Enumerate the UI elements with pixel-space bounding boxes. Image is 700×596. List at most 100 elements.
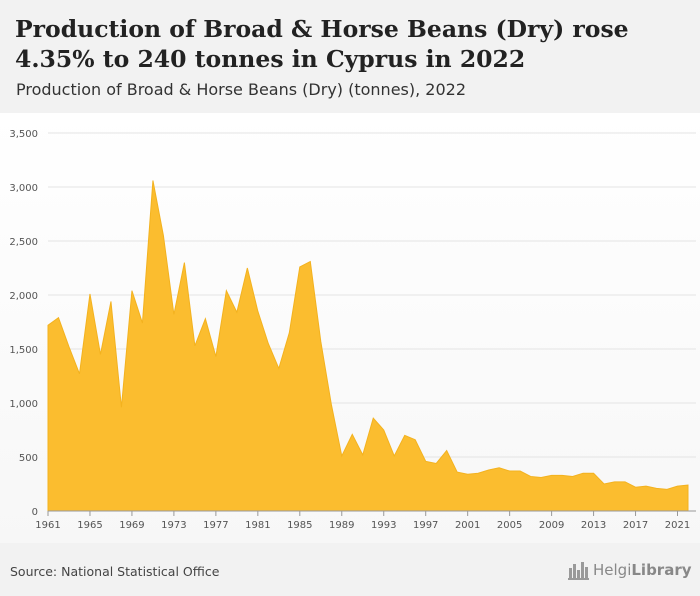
logo-text: HelgiLibrary [593, 561, 692, 579]
data-point[interactable] [108, 298, 114, 304]
data-point[interactable] [412, 437, 418, 443]
header: Production of Broad & Horse Beans (Dry) … [0, 0, 700, 113]
data-point[interactable] [171, 311, 177, 317]
data-point[interactable] [370, 415, 376, 421]
y-tick-label: 1,500 [9, 345, 38, 356]
area-series-fill [47, 180, 689, 512]
data-point[interactable] [87, 291, 93, 297]
data-point[interactable] [160, 233, 166, 239]
data-point[interactable] [444, 448, 450, 454]
data-point[interactable] [360, 452, 366, 458]
data-point[interactable] [307, 259, 313, 265]
x-tick-label: 2021 [665, 520, 690, 531]
data-point[interactable] [286, 330, 292, 336]
area-series [45, 178, 691, 512]
x-tick-label: 2013 [581, 520, 606, 531]
data-point[interactable] [496, 465, 502, 471]
data-point[interactable] [591, 470, 597, 476]
y-tick-label: 1,000 [9, 399, 38, 410]
data-point[interactable] [150, 178, 156, 184]
data-point[interactable] [465, 471, 471, 477]
y-tick-label: 3,000 [9, 183, 38, 194]
data-point[interactable] [486, 467, 492, 473]
data-point[interactable] [181, 260, 187, 266]
data-point[interactable] [454, 469, 460, 475]
logo-text-light: Helgi [593, 561, 632, 579]
data-point[interactable] [507, 468, 513, 474]
data-point[interactable] [66, 344, 72, 350]
x-tick-label: 2009 [539, 520, 564, 531]
y-tick-label: 2,000 [9, 291, 38, 302]
data-point[interactable] [223, 288, 229, 294]
page-title: Production of Broad & Horse Beans (Dry) … [15, 15, 629, 73]
data-point[interactable] [255, 308, 261, 314]
data-point[interactable] [139, 320, 145, 326]
data-point[interactable] [612, 479, 618, 485]
x-tick-label: 1993 [371, 520, 396, 531]
footer: Source: National Statistical Office Helg… [0, 543, 700, 596]
chart-area: 0 500 1,000 1,500 2,000 2,500 3,000 3,500 1961 19… [0, 113, 700, 543]
x-tick-label: 2005 [497, 520, 522, 531]
data-point[interactable] [45, 322, 51, 328]
data-point[interactable] [402, 432, 408, 438]
data-point[interactable] [55, 315, 61, 321]
x-tick-label: 1997 [413, 520, 438, 531]
x-tick-label: 1969 [119, 520, 144, 531]
x-tick-label: 1973 [161, 520, 186, 531]
data-point[interactable] [517, 468, 523, 474]
data-point[interactable] [244, 265, 250, 271]
x-tick-label: 1977 [203, 520, 228, 531]
data-point[interactable] [570, 473, 576, 479]
data-point[interactable] [202, 316, 208, 322]
data-point[interactable] [381, 427, 387, 433]
data-point[interactable] [538, 475, 544, 481]
x-tick-label: 1965 [77, 520, 102, 531]
data-point[interactable] [528, 473, 534, 479]
data-point[interactable] [339, 453, 345, 459]
data-point[interactable] [349, 431, 355, 437]
area-chart: 0 500 1,000 1,500 2,000 2,500 3,000 3,500 1961 19… [9, 129, 696, 531]
data-point[interactable] [580, 470, 586, 476]
y-tick-label: 0 [32, 507, 38, 518]
data-point[interactable] [423, 458, 429, 464]
x-tick-label: 1981 [245, 520, 270, 531]
data-point[interactable] [654, 485, 660, 491]
chart-subtitle: Production of Broad & Horse Beans (Dry) … [16, 80, 467, 99]
data-point[interactable] [391, 453, 397, 459]
data-point[interactable] [276, 365, 282, 371]
logo-text-bold: Library [631, 561, 692, 579]
data-point[interactable] [664, 486, 670, 492]
data-point[interactable] [675, 483, 681, 489]
data-point[interactable] [118, 404, 124, 410]
x-tick-label: 1985 [287, 520, 312, 531]
data-point[interactable] [633, 484, 639, 490]
data-point[interactable] [265, 341, 271, 347]
data-point[interactable] [234, 309, 240, 315]
data-point[interactable] [97, 351, 103, 357]
y-tick-label: 3,500 [9, 129, 38, 140]
x-tick-label: 2001 [455, 520, 480, 531]
data-point[interactable] [559, 472, 565, 478]
data-point[interactable] [76, 371, 82, 377]
data-point[interactable] [297, 264, 303, 270]
data-point[interactable] [129, 288, 135, 294]
x-tick-label: 1989 [329, 520, 354, 531]
data-point[interactable] [318, 338, 324, 344]
data-point[interactable] [549, 472, 555, 478]
data-point[interactable] [601, 481, 607, 487]
data-point[interactable] [643, 483, 649, 489]
skyline-icon [568, 562, 589, 580]
data-point[interactable] [685, 482, 691, 488]
data-point[interactable] [433, 460, 439, 466]
y-tick-label: 2,500 [9, 237, 38, 248]
data-point[interactable] [475, 470, 481, 476]
x-tick-label: 2017 [623, 520, 648, 531]
axes: 0 500 1,000 1,500 2,000 2,500 3,000 3,500 1961 19… [9, 129, 696, 531]
source-note: Source: National Statistical Office [10, 564, 220, 579]
data-point[interactable] [622, 479, 628, 485]
data-point[interactable] [328, 401, 334, 407]
x-tick-label: 1961 [35, 520, 60, 531]
data-point[interactable] [213, 354, 219, 360]
y-tick-label: 500 [19, 453, 38, 464]
data-point[interactable] [192, 343, 198, 349]
